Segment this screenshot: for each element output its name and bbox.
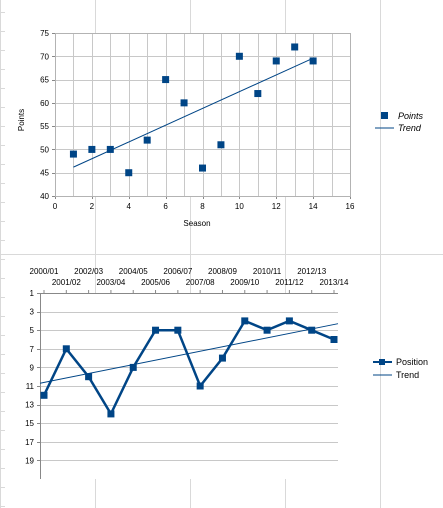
- position-data-point: [107, 410, 115, 418]
- data-point: [162, 76, 170, 84]
- y-tick-label: 65: [40, 76, 49, 85]
- x-tick-label: 2012/13: [297, 267, 326, 276]
- data-point: [106, 145, 114, 153]
- data-point: [272, 57, 280, 65]
- y-tick-label: 1: [30, 289, 35, 298]
- data-point: [125, 169, 133, 177]
- scatter-legend: Points Trend: [375, 111, 424, 133]
- position-data-point: [263, 326, 271, 334]
- y-tick-label: 15: [25, 419, 34, 428]
- x-tick-label: 2008/09: [208, 267, 237, 276]
- x-tick-label: 2006/07: [163, 267, 192, 276]
- y-tick-label: 60: [40, 99, 49, 108]
- y-tick-label: 3: [30, 308, 35, 317]
- scatter-chart-points: [69, 43, 317, 177]
- x-tick-label: 6: [163, 202, 168, 211]
- y-tick-label: 7: [30, 345, 35, 354]
- x-tick-label: 10: [235, 202, 244, 211]
- y-tick-label: 13: [25, 401, 34, 410]
- y-axis-title: Points: [17, 109, 26, 131]
- x-tick-label: 2009/10: [230, 278, 259, 287]
- data-point: [88, 145, 96, 153]
- y-tick-label: 5: [30, 326, 35, 335]
- x-tick-label: 2005/06: [141, 278, 170, 287]
- data-point: [69, 150, 77, 158]
- y-tick-label: 19: [25, 456, 34, 465]
- position-data-point: [85, 373, 93, 381]
- position-data-point: [308, 326, 316, 334]
- legend-label-trend-2: Trend: [396, 370, 419, 380]
- position-data-point: [241, 317, 249, 325]
- position-data-point: [218, 354, 226, 362]
- y-tick-label: 50: [40, 145, 49, 154]
- legend-label-trend: Trend: [398, 123, 422, 133]
- x-tick-label: 2002/03: [74, 267, 103, 276]
- position-data-point: [330, 336, 338, 343]
- position-data-point: [62, 345, 70, 353]
- position-data-point: [152, 326, 160, 334]
- y-tick-label: 70: [40, 52, 49, 61]
- scatter-plot-frame: [55, 33, 351, 197]
- x-tick-label: 4: [127, 202, 132, 211]
- data-point: [291, 43, 299, 51]
- x-tick-label: 2011/12: [275, 278, 304, 287]
- y-tick-label: 11: [26, 382, 35, 391]
- legend-marker-position: [379, 359, 385, 365]
- data-point: [180, 99, 188, 107]
- position-chart-series: [40, 317, 338, 418]
- data-point: [235, 52, 243, 60]
- data-point: [199, 164, 206, 172]
- x-tick-label: 2007/08: [186, 278, 215, 287]
- x-tick-label: 14: [309, 202, 318, 211]
- y-tick-label: 40: [40, 192, 49, 201]
- x-tick-label: 0: [53, 202, 58, 211]
- x-tick-label: 2003/04: [96, 278, 125, 287]
- data-point: [143, 136, 151, 144]
- position-data-point: [40, 391, 48, 399]
- position-chart-gridlines: [37, 290, 338, 479]
- x-axis-title: Season: [183, 219, 210, 228]
- data-point: [309, 57, 317, 65]
- data-point: [254, 90, 262, 98]
- x-tick-label: 2: [90, 202, 95, 211]
- data-point: [217, 141, 225, 149]
- x-tick-label: 2004/05: [119, 267, 148, 276]
- scatter-chart-tick-labels: 0 2 4 6 8 10 12 14 16 40 45 50 55 60 65 70 75: [40, 29, 355, 211]
- x-tick-label: 2000/01: [30, 267, 59, 276]
- x-tick-label: 12: [272, 202, 281, 211]
- y-tick-label: 9: [30, 363, 35, 372]
- position-series-line: [42, 319, 335, 417]
- position-data-point: [285, 317, 293, 325]
- position-data-point: [196, 382, 204, 390]
- y-tick-label: 55: [40, 122, 49, 131]
- position-chart-tick-labels: 1357911131517192000/012001/022002/032003…: [25, 267, 349, 465]
- y-tick-label: 17: [25, 438, 34, 447]
- x-tick-label: 2010/11: [253, 267, 282, 276]
- legend-label-points: Points: [398, 111, 424, 121]
- legend-label-position: Position: [396, 357, 428, 367]
- x-tick-label: 2013/14: [320, 278, 349, 287]
- x-tick-label: 2001/02: [52, 278, 81, 287]
- y-tick-label: 75: [40, 29, 49, 38]
- legend-marker-points: [381, 112, 388, 119]
- position-legend: Position Trend: [373, 357, 428, 380]
- position-data-point: [129, 363, 137, 371]
- y-tick-label: 45: [40, 169, 49, 178]
- position-data-point: [174, 326, 182, 334]
- x-tick-label: 8: [200, 202, 205, 211]
- x-tick-label: 16: [346, 202, 355, 211]
- scatter-chart[interactable]: 0 2 4 6 8 10 12 14 16 40 45 50 55 60 65 70 75 Season Poi…: [17, 29, 424, 228]
- position-line-chart[interactable]: 1357911131517192000/012001/022002/032003…: [25, 267, 428, 479]
